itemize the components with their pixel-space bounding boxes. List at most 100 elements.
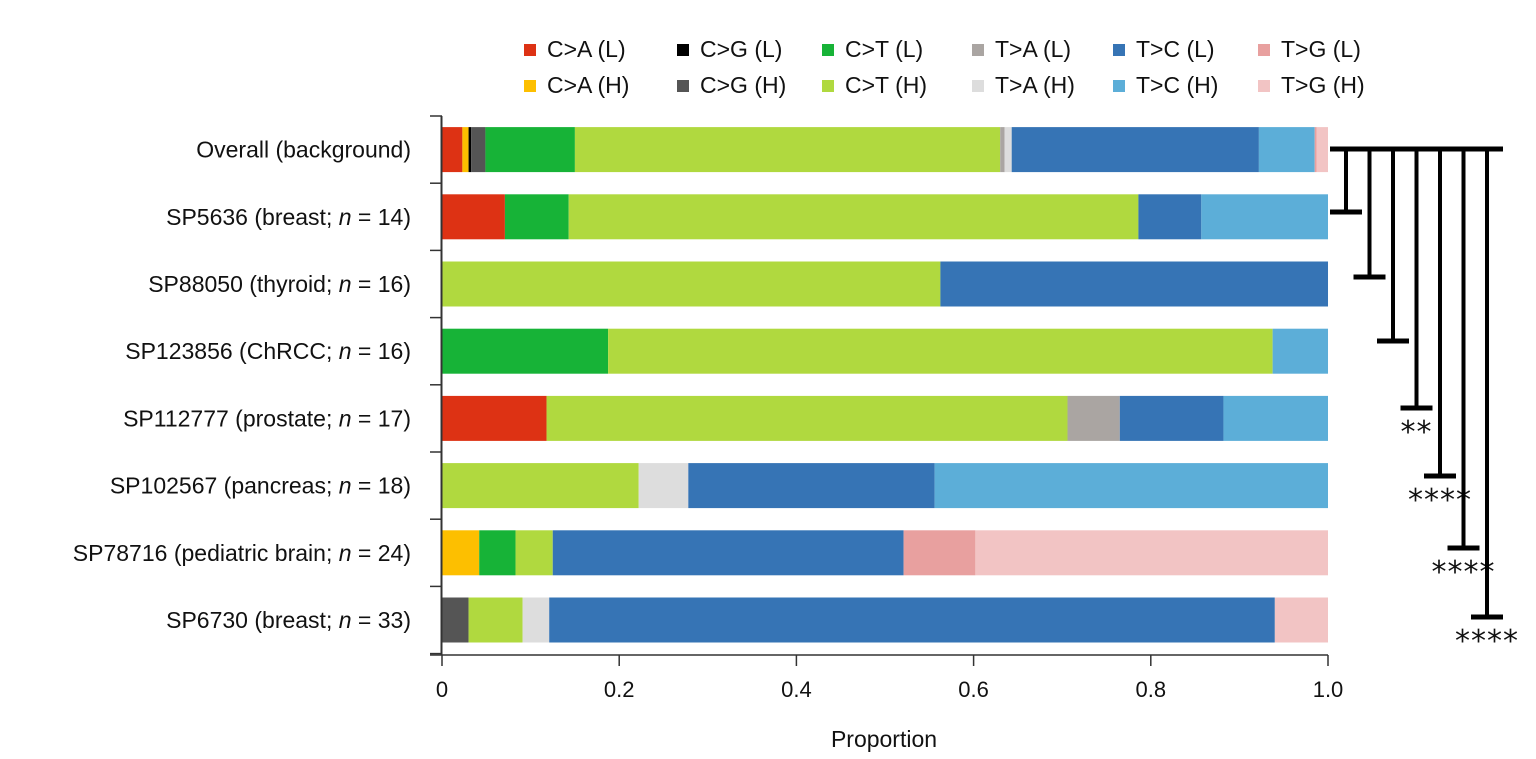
- legend-item: T>C (H): [1113, 72, 1218, 98]
- bar-row: [442, 194, 1328, 240]
- bar-row: [442, 328, 1329, 374]
- legend-label: T>A (L): [995, 36, 1071, 62]
- y-tick-label: SP6730 (breast; n = 33): [166, 607, 411, 633]
- bar-segment-c-t-l: [442, 328, 609, 374]
- bar-segment-t-a-h: [638, 463, 689, 509]
- y-tick-label: Overall (background): [196, 137, 411, 163]
- bar-segment-t-a-l: [1067, 395, 1120, 441]
- bar-segment-c-t-h: [515, 530, 553, 576]
- bar-segment-c-a-l: [442, 127, 463, 173]
- significance-brackets: **************: [1330, 146, 1518, 659]
- legend-swatch: [972, 80, 984, 92]
- legend-item: C>T (H): [822, 72, 927, 98]
- x-tick-label: 0.4: [781, 677, 812, 702]
- legend-label: C>A (H): [547, 72, 629, 98]
- legend-swatch: [524, 44, 536, 56]
- bar-segment-t-c-l: [688, 463, 935, 509]
- legend: C>A (L) C>A (H) C>G (L) C>G (H) C>T (L) C>T (…: [524, 36, 1365, 98]
- bar-segment-c-t-h: [608, 328, 1273, 374]
- x-tick-label: 0.8: [1136, 677, 1167, 702]
- legend-label: T>A (H): [995, 72, 1075, 98]
- y-tick-label: SP112777 (prostate; n = 17): [123, 405, 411, 431]
- legend-item: T>C (L): [1113, 36, 1215, 62]
- legend-label: C>G (H): [700, 72, 786, 98]
- bar-segment-c-a-h: [462, 127, 469, 173]
- y-tick-label: SP5636 (breast; n = 14): [166, 204, 411, 230]
- bar-segment-t-a-h: [522, 597, 550, 643]
- legend-swatch: [972, 44, 984, 56]
- bar-segment-c-t-h: [442, 261, 941, 307]
- legend-swatch: [1258, 80, 1270, 92]
- legend-swatch: [1113, 44, 1125, 56]
- bar-segment-t-a-h: [1004, 127, 1012, 173]
- bar-segment-t-c-h: [1201, 194, 1328, 240]
- bar-segment-c-t-l: [479, 530, 516, 576]
- bar-segment-c-a-l: [442, 194, 505, 240]
- legend-item: C>G (H): [677, 72, 786, 98]
- bar-row: [442, 530, 1328, 576]
- legend-item: T>G (H): [1258, 72, 1365, 98]
- y-axis: Overall (background) SP5636 (breast; n = …: [73, 115, 443, 655]
- significance-bracket: ****: [1408, 149, 1472, 518]
- bar-segment-c-t-h: [568, 194, 1139, 240]
- bar-segment-c-t-h: [468, 597, 523, 643]
- bar-segment-c-g-l: [468, 127, 472, 173]
- significance-bracket: [1353, 149, 1386, 280]
- x-tick-label: 0.6: [958, 677, 989, 702]
- legend-item: C>A (L): [524, 36, 626, 62]
- significance-label: ****: [1432, 555, 1496, 590]
- significance-label: ****: [1408, 483, 1472, 518]
- bar-segment-t-a-l: [1000, 127, 1005, 173]
- significance-label: **: [1401, 415, 1433, 450]
- significance-bracket: ****: [1455, 149, 1518, 659]
- legend-label: T>G (H): [1281, 72, 1365, 98]
- bar-segment-t-c-l: [940, 261, 1329, 307]
- legend-item: T>A (H): [972, 72, 1075, 98]
- bar-segment-t-c-h: [1223, 395, 1328, 441]
- bar-segment-c-g-h: [442, 597, 469, 643]
- legend-swatch: [822, 44, 834, 56]
- bar-segment-c-g-h: [471, 127, 486, 173]
- bar-segment-t-c-l: [552, 530, 904, 576]
- bar-segment-t-g-l: [1314, 127, 1317, 173]
- legend-label: T>C (L): [1136, 36, 1215, 62]
- bar-segment-c-t-h: [546, 395, 1068, 441]
- legend-swatch: [822, 80, 834, 92]
- x-axis: 0 0.2 0.4 0.6 0.8 1.0: [430, 654, 1344, 702]
- x-axis-title: Proportion: [831, 726, 937, 752]
- significance-bracket: [1377, 149, 1409, 344]
- legend-label: C>T (H): [845, 72, 927, 98]
- legend-label: C>T (L): [845, 36, 923, 62]
- legend-label: C>G (L): [700, 36, 782, 62]
- bar-segment-c-t-h: [442, 463, 639, 509]
- bar-segment-t-g-l: [903, 530, 976, 576]
- bar-segment-t-c-h: [1258, 127, 1315, 173]
- bar-row: [442, 597, 1328, 643]
- y-tick-label: SP88050 (thyroid; n = 16): [148, 271, 411, 297]
- x-tick-label: 1.0: [1313, 677, 1344, 702]
- bar-segment-c-a-h: [442, 530, 480, 576]
- bar-segment-t-g-h: [1316, 127, 1328, 173]
- y-tick-label: SP78716 (pediatric brain; n = 24): [73, 540, 411, 566]
- legend-swatch: [1258, 44, 1270, 56]
- legend-label: C>A (L): [547, 36, 626, 62]
- legend-label: T>C (H): [1136, 72, 1218, 98]
- bar-segment-t-c-h: [1272, 328, 1329, 374]
- bar-segment-c-t-h: [574, 127, 1001, 173]
- significance-bracket: [1330, 149, 1362, 215]
- bars-group: [442, 127, 1329, 643]
- bar-segment-t-c-l: [1138, 194, 1202, 240]
- bar-row: [442, 395, 1328, 441]
- bar-segment-t-g-h: [1274, 597, 1328, 643]
- bar-row: [442, 261, 1329, 307]
- legend-item: C>G (L): [677, 36, 782, 62]
- legend-swatch: [677, 44, 689, 56]
- significance-bracket: **: [1400, 149, 1433, 450]
- legend-swatch: [1113, 80, 1125, 92]
- x-tick-label: 0: [436, 677, 448, 702]
- bar-segment-t-c-l: [549, 597, 1275, 643]
- bar-segment-t-c-l: [1119, 395, 1224, 441]
- y-tick-label: SP123856 (ChRCC; n = 16): [125, 338, 411, 364]
- bar-segment-c-t-l: [485, 127, 575, 173]
